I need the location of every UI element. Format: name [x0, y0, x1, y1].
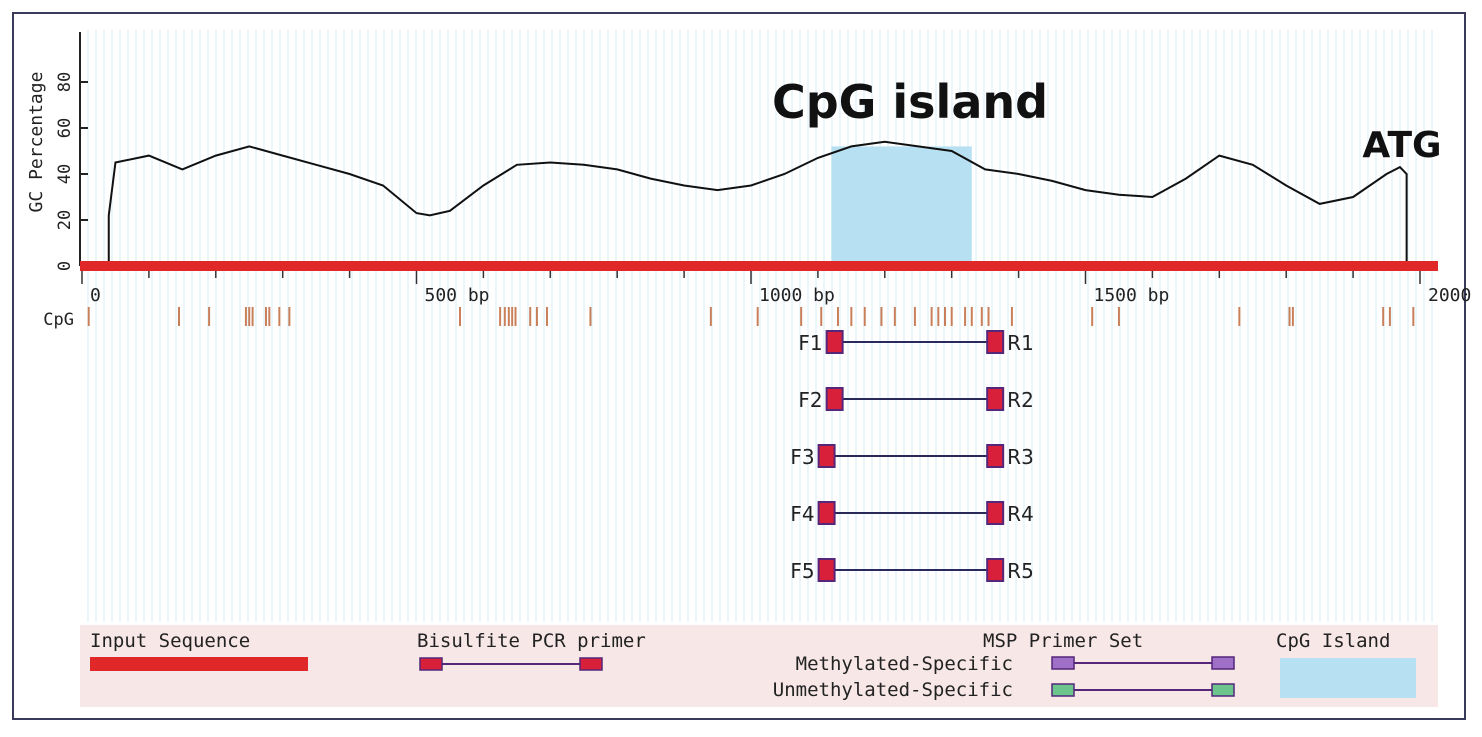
x-tick-label: 0 [90, 285, 101, 306]
forward-primer-box [817, 444, 836, 468]
reverse-primer-label: R4 [1007, 502, 1034, 526]
legend-swatch-box [1051, 656, 1075, 670]
y-tick-label: 0 [55, 261, 75, 271]
forward-primer-label: F4 [790, 502, 814, 526]
x-tick-label: 500 bp [425, 285, 490, 306]
cpg-island-highlight [831, 146, 972, 266]
reverse-primer-box [986, 558, 1005, 582]
forward-primer-label: F2 [798, 388, 822, 412]
primer-pairs: F1 R1 F2 R2 F3 R3 F4 R4 F5 R5 [790, 330, 1034, 583]
gc-percentage-line [107, 140, 1408, 266]
forward-primer-box [817, 558, 836, 582]
legend-msp-label: MSP Primer Set [983, 630, 1143, 652]
cpg-island-title: CpG island [772, 75, 1048, 129]
atg-label: ATG [1362, 125, 1441, 166]
reverse-primer-label: R1 [1007, 331, 1034, 355]
reverse-primer-label: R5 [1007, 559, 1034, 583]
reverse-primer-label: R3 [1007, 445, 1034, 469]
y-tick-label: 40 [55, 164, 75, 184]
y-axis-label: GC Percentage [26, 72, 47, 213]
legend-cpg-island-label: CpG Island [1276, 630, 1390, 652]
x-axis: 0 500 bp 1000 bp 1500 bp 2000 b [81, 271, 1482, 306]
legend: Input Sequence Bisulfite PCR primer MSP … [80, 625, 1438, 707]
forward-primer-box [817, 501, 836, 525]
input-sequence-bar [80, 261, 1438, 271]
forward-primer-label: F3 [790, 445, 814, 469]
reverse-primer-box [986, 330, 1005, 354]
legend-cpg-island-swatch [1280, 658, 1416, 698]
y-axis: 0 20 40 60 80 [55, 32, 88, 271]
legend-input-sequence-swatch [90, 657, 308, 671]
y-tick-label: 80 [55, 72, 75, 92]
legend-bisulfite-swatch [419, 657, 603, 671]
legend-bisulfite-label: Bisulfite PCR primer [417, 630, 646, 652]
reverse-primer-box [986, 501, 1005, 525]
y-tick-label: 20 [55, 210, 75, 230]
legend-unmethylated-label: Unmethylated-Specific [773, 679, 1013, 701]
legend-methylated-swatch [1051, 656, 1235, 670]
reverse-primer-box [986, 444, 1005, 468]
legend-input-sequence-label: Input Sequence [90, 630, 250, 652]
reverse-primer-label: R2 [1007, 388, 1034, 412]
forward-primer-box [825, 330, 844, 354]
x-tick-label: 1500 bp [1094, 285, 1170, 306]
legend-methylated-label: Methylated-Specific [796, 653, 1013, 675]
reverse-primer-box [986, 387, 1005, 411]
forward-primer-label: F1 [798, 331, 822, 355]
x-tick-label: 1000 bp [759, 285, 835, 306]
legend-swatch-box [579, 657, 603, 671]
legend-unmethylated-swatch [1051, 683, 1235, 697]
cpg-sites-track [87, 307, 1415, 326]
forward-primer-box [825, 387, 844, 411]
legend-swatch-box [1211, 656, 1235, 670]
legend-swatch-box [1051, 683, 1075, 697]
legend-swatch-box [1211, 683, 1235, 697]
legend-swatch-box [419, 657, 443, 671]
cpg-track-label: CpG [43, 310, 74, 330]
x-tick-label: 2000 b [1428, 285, 1482, 306]
forward-primer-label: F5 [790, 559, 814, 583]
y-tick-label: 60 [55, 118, 75, 138]
